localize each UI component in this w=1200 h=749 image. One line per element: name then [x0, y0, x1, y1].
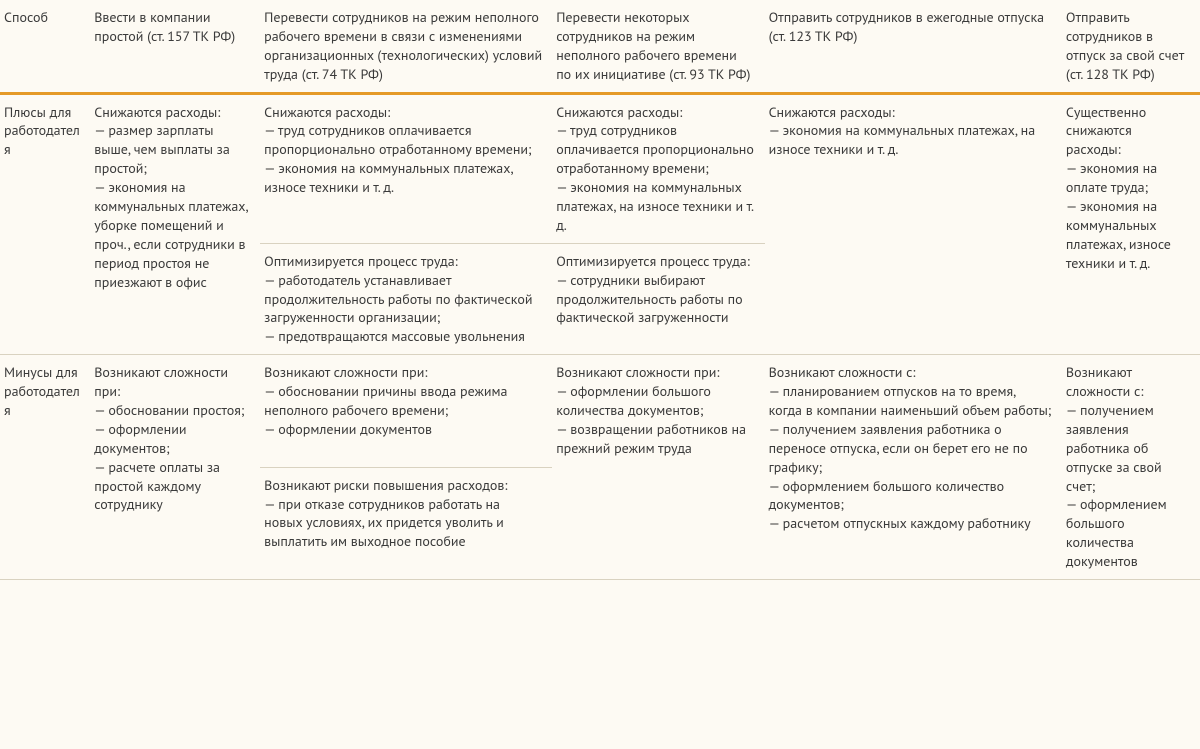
header-col3: Перевести некоторых сотрудников на режим…: [552, 0, 764, 93]
plus-c2b: Оптимизируется процесс труда:— работодат…: [260, 243, 552, 354]
minus-row-1: Минусы для работодателя Возникают сложно…: [0, 355, 1200, 467]
header-col4: Отправить сотрудников в ежегодные отпуск…: [765, 0, 1062, 93]
minus-c5: Возникают сложности с:— получением заявл…: [1062, 355, 1200, 580]
minus-label: Минусы для работодателя: [0, 355, 90, 580]
minus-c2a: Возникают сложности при:— обосновании пр…: [260, 355, 552, 467]
table-header-row: Способ Ввести в компании простой (ст. 15…: [0, 0, 1200, 93]
comparison-table: Способ Ввести в компании простой (ст. 15…: [0, 0, 1200, 580]
plus-c3b: Оптимизируется процесс труда:— сотрудник…: [552, 243, 764, 354]
plus-c5: Существенно снижаются расходы:— экономия…: [1062, 93, 1200, 355]
header-col2: Перевести сотрудников на режим неполного…: [260, 0, 552, 93]
minus-c3: Возникают сложности при:— оформлении бол…: [552, 355, 764, 580]
plus-c4: Снижаются расходы:— экономия на коммунал…: [765, 93, 1062, 355]
plus-c3a: Снижаются расходы:— труд сотрудников опл…: [552, 93, 764, 243]
plus-c1: Снижаются расходы:— размер зарплаты выше…: [90, 93, 260, 355]
header-col5: Отправить сотрудников в отпуск за свой с…: [1062, 0, 1200, 93]
plus-label: Плюсы для работодателя: [0, 93, 90, 355]
header-method: Способ: [0, 0, 90, 93]
minus-c1: Возникают сложности при:— обосновании пр…: [90, 355, 260, 580]
minus-c2b: Возникают риски повышения расходов:— при…: [260, 467, 552, 579]
plus-row-1: Плюсы для работодателя Снижаются расходы…: [0, 93, 1200, 243]
minus-c4: Возникают сложности с:— планированием от…: [765, 355, 1062, 580]
header-col1: Ввести в компании простой (ст. 157 ТК РФ…: [90, 0, 260, 93]
plus-c2a: Снижаются расходы:— труд сотрудников опл…: [260, 93, 552, 243]
